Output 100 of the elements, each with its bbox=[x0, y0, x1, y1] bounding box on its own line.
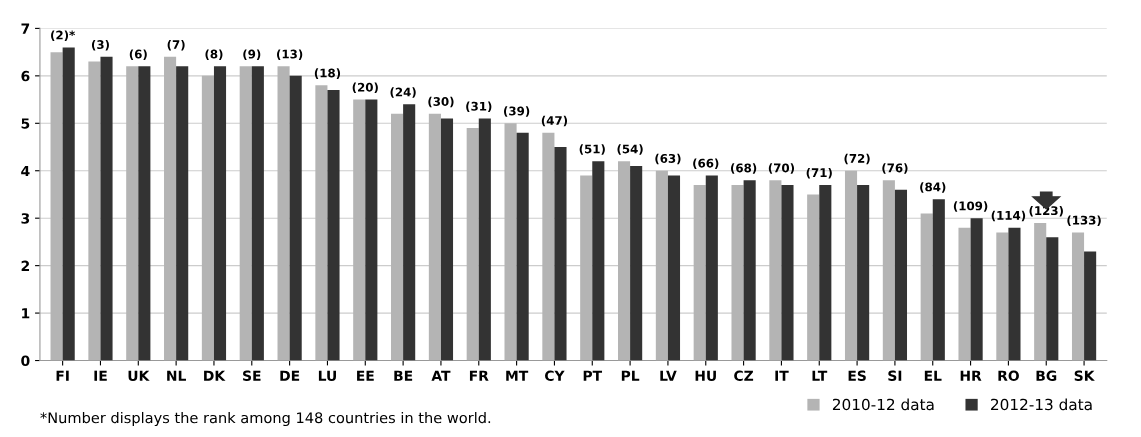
bar bbox=[807, 194, 820, 361]
x-tick-label: HR bbox=[960, 370, 982, 381]
x-tick-label: PL bbox=[621, 370, 640, 381]
y-tick-label: 5 bbox=[21, 118, 30, 129]
annotation: (8) bbox=[205, 49, 223, 60]
bar bbox=[353, 99, 366, 361]
bar bbox=[62, 47, 75, 361]
x-tick-label: FR bbox=[469, 370, 489, 381]
bar bbox=[580, 175, 593, 361]
bar bbox=[958, 227, 971, 361]
annotation: (31) bbox=[466, 101, 492, 113]
annotation: (9) bbox=[243, 49, 261, 60]
x-tick-label: LT bbox=[812, 370, 828, 381]
bar bbox=[1046, 237, 1059, 361]
annotation: (13) bbox=[277, 49, 303, 60]
annotation: (63) bbox=[655, 153, 681, 165]
x-tick-label: SE bbox=[243, 370, 261, 381]
bar bbox=[996, 232, 1009, 361]
bar bbox=[403, 104, 416, 361]
annotation: (109) bbox=[953, 201, 988, 212]
bar bbox=[970, 218, 983, 361]
x-tick-label: MT bbox=[506, 370, 529, 381]
x-tick-label: AT bbox=[431, 370, 451, 381]
legend-label: 2012-13 data bbox=[991, 398, 1092, 411]
bar bbox=[857, 184, 870, 361]
y-tick-label: 0 bbox=[21, 355, 30, 366]
x-tick-label: BE bbox=[394, 370, 413, 381]
annotation: (2)* bbox=[51, 30, 75, 41]
bar bbox=[655, 170, 668, 361]
bar bbox=[516, 132, 529, 361]
annotation: (39) bbox=[504, 106, 530, 117]
annotation: (71) bbox=[806, 168, 832, 179]
x-tick-label: ES bbox=[848, 370, 866, 381]
bar bbox=[743, 180, 756, 361]
bar bbox=[617, 161, 631, 361]
x-tick-label: CY bbox=[545, 370, 565, 381]
x-tick-label: SI bbox=[888, 370, 902, 381]
bar bbox=[138, 66, 151, 361]
bar bbox=[327, 90, 340, 361]
bar bbox=[819, 184, 832, 361]
x-tick-label: EE bbox=[357, 370, 374, 381]
annotation: (68) bbox=[731, 163, 757, 174]
bar bbox=[213, 66, 227, 361]
bar bbox=[50, 52, 63, 361]
x-tick-label: UK bbox=[128, 370, 150, 381]
x-tick-label: DE bbox=[280, 370, 300, 381]
bar bbox=[504, 123, 517, 361]
x-tick-label: PT bbox=[583, 370, 603, 381]
annotation: (133) bbox=[1067, 215, 1101, 226]
bar bbox=[428, 113, 441, 361]
bar bbox=[164, 56, 177, 361]
x-tick-label: HU bbox=[695, 370, 716, 381]
bar bbox=[1034, 222, 1047, 361]
x-tick-label: BG bbox=[1036, 370, 1057, 381]
bar bbox=[201, 75, 214, 361]
annotation: (70) bbox=[768, 163, 795, 174]
annotation: (3) bbox=[91, 39, 109, 51]
x-tick-label: EL bbox=[924, 370, 942, 381]
bar bbox=[315, 85, 328, 361]
y-tick-label: 4 bbox=[21, 165, 30, 177]
bar bbox=[1008, 227, 1021, 361]
bar bbox=[844, 170, 858, 361]
annotation: (47) bbox=[541, 115, 568, 127]
annotation: (66) bbox=[693, 158, 719, 170]
legend-label: 2010-12 data bbox=[832, 398, 934, 411]
bar bbox=[1084, 251, 1097, 361]
bar bbox=[391, 113, 404, 361]
y-tick-label: 7 bbox=[21, 23, 30, 34]
annotation: (6) bbox=[129, 49, 147, 60]
annotation: (76) bbox=[882, 163, 908, 174]
x-tick-label: DK bbox=[204, 370, 226, 381]
x-tick-label: FI bbox=[56, 370, 69, 381]
bar bbox=[705, 175, 718, 361]
bar bbox=[932, 199, 945, 361]
bar bbox=[693, 184, 706, 361]
bar bbox=[365, 99, 378, 361]
x-tick-label: LV bbox=[660, 370, 677, 381]
text: *Number displays the rank among 148 countries in the world. bbox=[40, 411, 491, 427]
x-tick-label: LU bbox=[318, 370, 336, 381]
bar bbox=[554, 147, 567, 361]
bar bbox=[920, 213, 933, 361]
y-tick-label: 3 bbox=[21, 213, 30, 224]
x-tick-label: IT bbox=[775, 370, 789, 381]
annotation: (114) bbox=[991, 210, 1026, 222]
bar bbox=[239, 66, 252, 361]
y-tick-label: 6 bbox=[21, 70, 30, 82]
bar bbox=[731, 184, 744, 361]
bar bbox=[88, 61, 101, 361]
x-tick-label: RO bbox=[998, 370, 1019, 381]
bar bbox=[630, 166, 643, 361]
bar bbox=[289, 75, 302, 361]
bar bbox=[592, 161, 605, 361]
bar bbox=[277, 66, 290, 361]
bar bbox=[882, 180, 895, 361]
bar bbox=[126, 66, 139, 361]
x-tick-label: SK bbox=[1074, 370, 1095, 381]
x-tick-label: CZ bbox=[734, 370, 754, 381]
bar bbox=[1071, 232, 1085, 361]
bar bbox=[440, 118, 454, 361]
bar bbox=[542, 132, 555, 361]
